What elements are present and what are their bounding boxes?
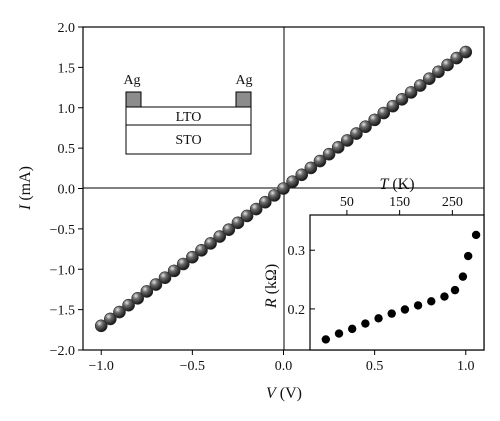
x-tick-label: −0.5 [180, 359, 205, 374]
inset-data-point [334, 329, 344, 338]
inset-data-point [450, 285, 460, 295]
data-point [404, 86, 418, 99]
data-point [441, 58, 454, 72]
inset-data-point [361, 319, 370, 328]
x-tick-label: 1.0 [457, 359, 475, 374]
inset-data-point [413, 301, 423, 310]
device-schematic: Ag Ag LTO STO [123, 73, 253, 155]
data-point [222, 223, 236, 236]
inset-data-point [471, 230, 481, 240]
data-point [331, 141, 345, 154]
data-point [249, 202, 263, 216]
x-axis-label: V (V) [266, 385, 302, 402]
data-point [322, 147, 336, 161]
data-point [286, 175, 299, 188]
y-tick-label: 2.0 [58, 21, 76, 36]
data-point [186, 250, 199, 264]
rt-data-series [321, 230, 481, 344]
data-point [268, 189, 281, 202]
data-point [240, 209, 254, 223]
inset-data-point [387, 309, 396, 318]
data-point [295, 168, 309, 182]
inset-data-point [400, 305, 410, 314]
inset-x-tick-label: 150 [389, 195, 410, 210]
x-tick-label: −1.0 [89, 359, 114, 374]
data-point [149, 278, 163, 291]
data-point [340, 134, 354, 147]
data-point [204, 237, 217, 250]
data-point [423, 72, 436, 85]
data-point [195, 243, 208, 257]
y-tick-label: −1.5 [50, 304, 75, 319]
inset-y-tick-label: 0.3 [288, 244, 306, 259]
inset-data-point [458, 272, 468, 281]
y-tick-label: 0.0 [58, 183, 76, 198]
ag-electrode-right [235, 91, 252, 108]
data-point [377, 106, 391, 120]
inset-data-point [374, 314, 383, 323]
inset-x-tick-label: 250 [442, 195, 463, 210]
data-point [395, 92, 409, 106]
data-point [94, 319, 108, 333]
data-point [432, 65, 445, 79]
y-tick-label: 1.5 [58, 61, 76, 76]
data-point [386, 99, 400, 113]
data-point [231, 216, 245, 230]
data-point [122, 298, 135, 312]
data-point [258, 195, 272, 209]
data-point [277, 182, 290, 195]
inset-data-point [427, 297, 436, 306]
inset-data-point [463, 251, 473, 261]
ag-label-right: Ag [235, 73, 252, 88]
x-tick-label: 0.0 [275, 359, 293, 374]
y-axis-label: I (mA) [17, 166, 34, 211]
inset-x-tick-label: 50 [340, 195, 354, 210]
sto-label: STO [175, 133, 201, 148]
data-point [368, 113, 381, 127]
data-point [176, 257, 190, 271]
inset-y-tick-label: 0.2 [288, 303, 306, 318]
data-point [158, 271, 172, 285]
data-point [167, 264, 181, 278]
y-tick-label: −2.0 [50, 344, 75, 359]
y-tick-label: 1.0 [58, 102, 76, 117]
data-point [450, 51, 463, 65]
data-point [131, 292, 144, 305]
x-tick-label: 0.5 [366, 359, 384, 374]
data-point [213, 230, 227, 243]
y-tick-label: 0.5 [58, 142, 76, 157]
inset-plot-frame [309, 214, 485, 351]
inset-x-axis-label: T (K) [379, 176, 414, 193]
data-point [413, 79, 427, 92]
iv-data-series [94, 45, 473, 333]
lto-label: LTO [176, 110, 202, 125]
data-point [459, 45, 473, 59]
data-point [359, 120, 372, 134]
data-point [113, 305, 126, 319]
data-point [313, 154, 327, 168]
ag-electrode-left [125, 91, 142, 108]
inset-data-point [321, 335, 331, 344]
main-axis-ticks: −1.0 −0.5 0.0 0.5 1.0 2.0 1.5 1.0 0.5 0.0 −0.5 −1.0… [50, 21, 475, 374]
inset-data-point [347, 324, 357, 334]
inset-y-axis-label: R (kΩ) [263, 264, 280, 309]
sto-layer [125, 124, 252, 155]
data-point [304, 161, 318, 175]
data-point [140, 285, 154, 298]
y-tick-label: −1.0 [50, 263, 75, 278]
inset-data-point [440, 292, 449, 301]
ag-label-left: Ag [123, 73, 140, 88]
inset-axis-ticks: 50 150 250 0.3 0.2 [288, 195, 463, 318]
data-point [350, 127, 363, 140]
y-tick-label: −0.5 [50, 223, 75, 238]
data-point [104, 312, 117, 326]
